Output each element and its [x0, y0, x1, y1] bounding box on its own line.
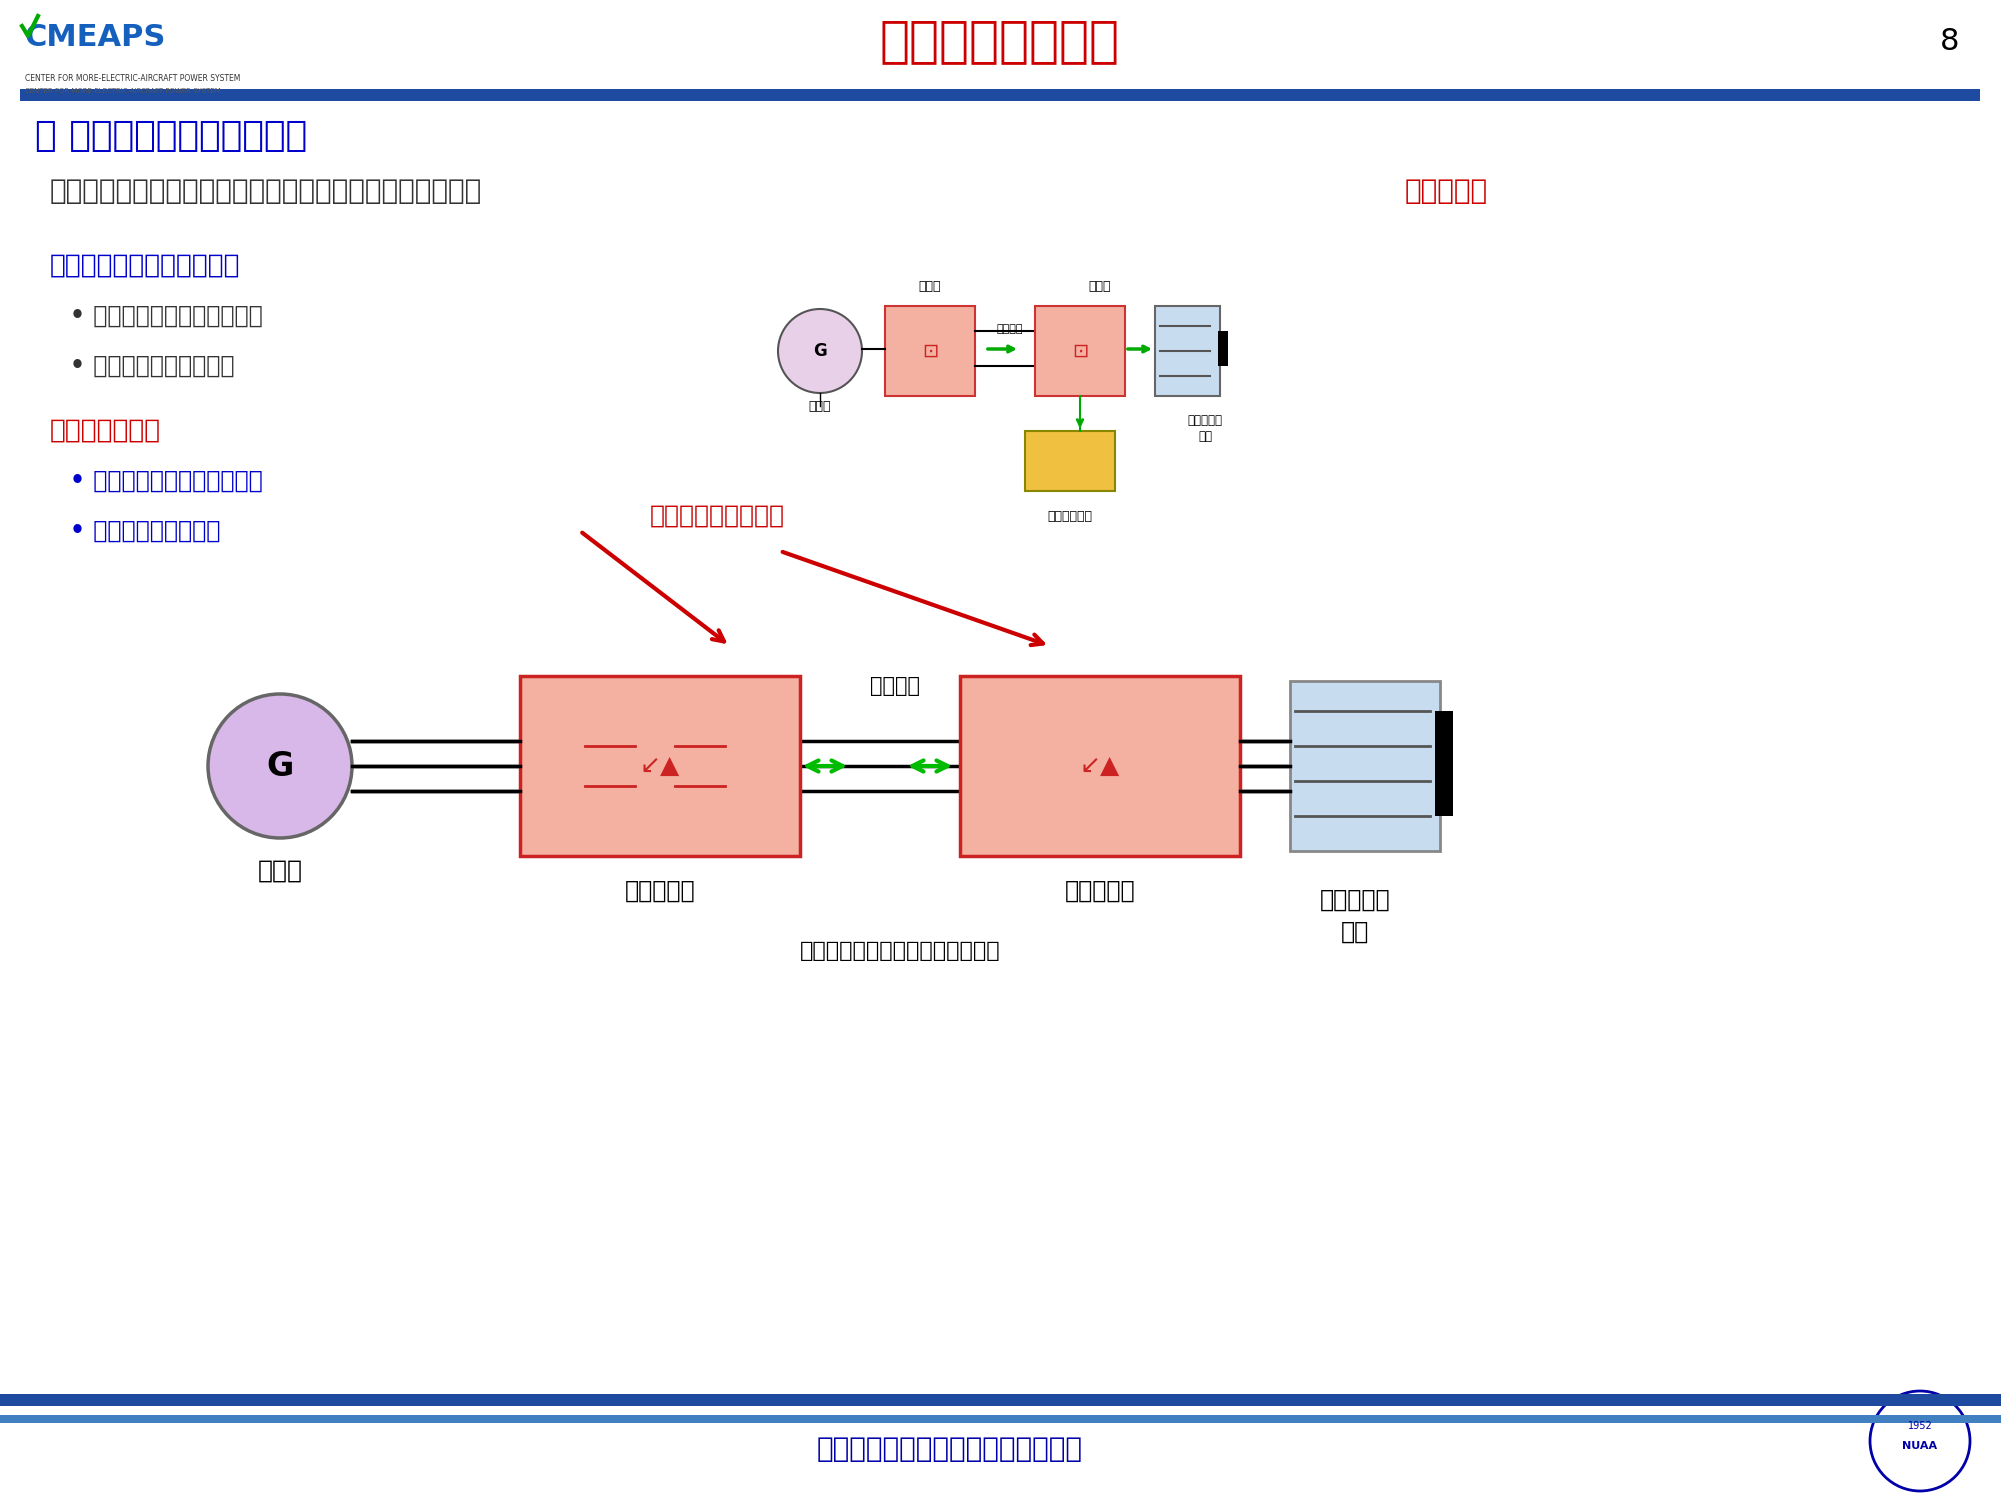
Text: 双向变换器: 双向变换器 [1065, 880, 1135, 904]
Bar [1219, 332, 1229, 366]
Text: 可能量回馈
负载: 可能量回馈 负载 [1187, 414, 1223, 443]
Text: 逆变器: 逆变器 [1089, 279, 1111, 293]
Text: • 优点：结构简单，效率较高: • 优点：结构简单，效率较高 [70, 468, 262, 492]
Text: 双向变换器: 双向变换器 [624, 880, 694, 904]
Text: 发电机: 发电机 [808, 399, 830, 413]
Text: 机会和挑战: 机会和挑战 [1405, 177, 1489, 206]
Text: • 缺点：控制较为复杂: • 缺点：控制较为复杂 [70, 519, 220, 543]
Text: • 优点：结构简单，控制方便: • 优点：结构简单，控制方便 [70, 305, 262, 329]
Text: 以双向变换器为基础: 以双向变换器为基础 [650, 504, 784, 528]
FancyBboxPatch shape [1291, 681, 1441, 851]
Bar [1025, 431, 1115, 491]
Text: • 缺点：重量大，能耗高: • 缺点：重量大，能耗高 [70, 354, 234, 378]
Text: 直流母线: 直流母线 [870, 675, 920, 696]
Bar [20, 89, 1981, 101]
Text: 8: 8 [1941, 27, 1959, 56]
FancyBboxPatch shape [520, 675, 800, 856]
Text: ↙▲: ↙▲ [1081, 754, 1121, 778]
FancyBboxPatch shape [1155, 306, 1221, 396]
FancyBboxPatch shape [960, 675, 1241, 856]
Text: 口 负载能量回馈的重要需求: 口 负载能量回馈的重要需求 [34, 119, 306, 153]
FancyBboxPatch shape [1035, 306, 1125, 396]
Text: ↙▲: ↙▲ [640, 754, 680, 778]
Text: 目前常用的分布式耗能系统: 目前常用的分布式耗能系统 [50, 254, 240, 279]
Text: 回馈至电源系统: 回馈至电源系统 [50, 417, 162, 444]
Text: CENTER FOR MORE-ELECTRIC-AIRCRAFT POWER SYSTEM: CENTER FOR MORE-ELECTRIC-AIRCRAFT POWER … [24, 74, 240, 83]
Text: CMEAPS: CMEAPS [24, 23, 166, 53]
Text: 可能量回馈
负载: 可能量回馈 负载 [1321, 889, 1391, 944]
Text: 整流器: 整流器 [918, 279, 940, 293]
Text: 多电飞机：大量电机和电力电子负载，给负载能量回馈带来: 多电飞机：大量电机和电力电子负载，给负载能量回馈带来 [50, 177, 482, 206]
Text: 分布耗能系统: 分布耗能系统 [1047, 509, 1093, 522]
Text: G: G [812, 342, 826, 360]
Text: ⊡: ⊡ [922, 342, 938, 360]
Bar [0, 1394, 2001, 1406]
Text: 示意图（省略输配电线路和部件）: 示意图（省略输配电线路和部件） [800, 941, 1000, 961]
Bar [0, 1415, 2001, 1423]
Text: 多电飞机电气系统工信部重点实验室: 多电飞机电气系统工信部重点实验室 [816, 1435, 1083, 1463]
Text: 1952: 1952 [1907, 1421, 1933, 1430]
Circle shape [208, 693, 352, 838]
Text: CENTER FOR MORE-ELECTRIC-AIRCRAFT POWER SYSTEM: CENTER FOR MORE-ELECTRIC-AIRCRAFT POWER … [24, 89, 220, 95]
Text: 发电机: 发电机 [258, 859, 302, 883]
FancyBboxPatch shape [884, 306, 974, 396]
Circle shape [1871, 1391, 1971, 1490]
Text: NUAA: NUAA [1903, 1441, 1937, 1451]
Bar [1435, 711, 1453, 817]
Text: 多功能电机控制器: 多功能电机控制器 [880, 17, 1121, 65]
Circle shape [778, 309, 862, 393]
Text: 直流母线: 直流母线 [996, 324, 1023, 335]
Text: ⊡: ⊡ [1073, 342, 1089, 360]
Text: G: G [266, 749, 294, 782]
